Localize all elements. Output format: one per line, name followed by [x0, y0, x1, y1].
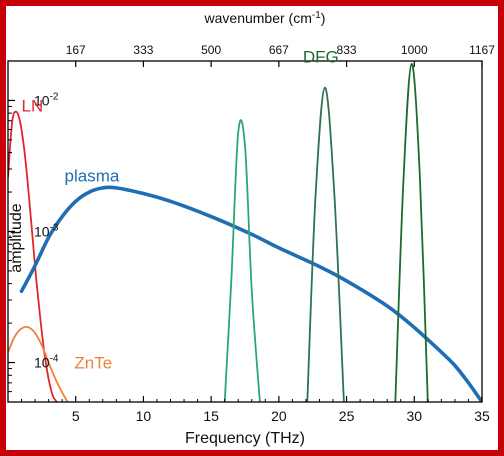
series-layer [8, 62, 482, 402]
chart-canvas: 5 10 15 20 25 30 35 167 333 500 667 833 1000 1167 10-4… [7, 10, 495, 447]
top-tick-label: 1000 [401, 43, 428, 57]
top-axis-label: wavenumber (cm-1) [204, 10, 326, 26]
series-labels: LN ZnTe plasma DFG [22, 47, 339, 372]
series-label-znte: ZnTe [74, 354, 112, 373]
y-tick-label: 10-2 [34, 91, 59, 108]
top-tick-label: 500 [201, 43, 221, 57]
y-axis-label: amplitude [8, 203, 25, 272]
series-line-ln [8, 110, 58, 402]
axis-layer: 5 10 15 20 25 30 35 167 333 500 667 833 1000 1167 10-4… [8, 43, 495, 424]
x-axis-label: Frequency (THz) [185, 430, 305, 447]
top-tick-label: 833 [337, 43, 357, 57]
x-tick-label: 20 [271, 408, 287, 424]
x-tick-label: 35 [474, 408, 490, 424]
x-tick-label: 10 [136, 408, 152, 424]
top-tick-label: 1167 [469, 43, 495, 57]
figure-frame: 5 10 15 20 25 30 35 167 333 500 667 833 1000 1167 10-4… [6, 6, 498, 450]
top-tick-label: 167 [66, 43, 86, 57]
top-tick-label: 333 [133, 43, 153, 57]
x-tick-label: 30 [406, 408, 422, 424]
x-tick-label: 15 [203, 408, 219, 424]
series-label-ln: LN [22, 97, 44, 116]
x-tick-label: 25 [339, 408, 355, 424]
series-line-plasma [19, 185, 482, 402]
x-tick-label: 5 [72, 408, 80, 424]
series-label-dfg: DFG [303, 47, 339, 66]
y-tick-label: 10-3 [34, 223, 59, 240]
series-line-znte [8, 325, 69, 402]
top-tick-label: 667 [269, 43, 289, 57]
series-line-dfg [223, 119, 261, 402]
y-tick-label: 10-4 [34, 354, 59, 371]
series-label-plasma: plasma [65, 167, 120, 186]
series-line-dfg [394, 62, 429, 402]
series-line-dfg [306, 86, 345, 402]
